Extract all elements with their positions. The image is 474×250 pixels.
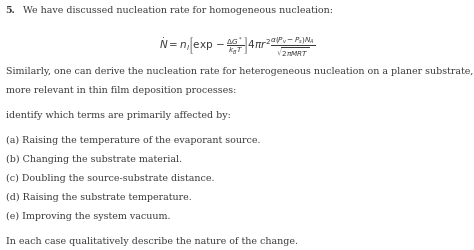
Text: (b) Changing the substrate material.: (b) Changing the substrate material. [6,154,182,164]
Text: We have discussed nucleation rate for homogeneous nucleation:: We have discussed nucleation rate for ho… [20,6,333,15]
Text: Similarly, one can derive the nucleation rate for heterogeneous nucleation on a : Similarly, one can derive the nucleation… [6,67,474,76]
Text: identify which terms are primarily affected by:: identify which terms are primarily affec… [6,110,230,120]
Text: 5.: 5. [6,6,16,15]
Text: $\dot{N} = n_l\left[\exp - \frac{\Delta G^*}{k_B T}\right] 4\pi r^2 \frac{\alpha: $\dot{N} = n_l\left[\exp - \frac{\Delta … [159,35,315,58]
Text: (c) Doubling the source-substrate distance.: (c) Doubling the source-substrate distan… [6,173,214,182]
Text: more relevant in thin film deposition processes:: more relevant in thin film deposition pr… [6,86,236,94]
Text: (a) Raising the temperature of the evaporant source.: (a) Raising the temperature of the evapo… [6,136,260,145]
Text: (d) Raising the substrate temperature.: (d) Raising the substrate temperature. [6,192,191,201]
Text: (e) Improving the system vacuum.: (e) Improving the system vacuum. [6,210,170,220]
Text: In each case qualitatively describe the nature of the change.: In each case qualitatively describe the … [6,236,298,244]
